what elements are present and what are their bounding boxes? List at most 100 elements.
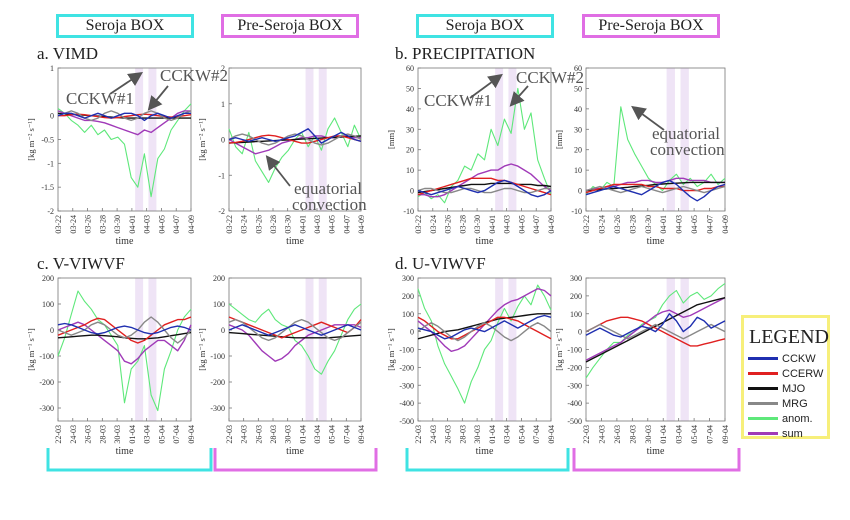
shade-band [666,278,675,421]
x-tick-label: 04-07 [706,215,715,234]
y-axis-label: [kg m⁻¹ s⁻¹] [554,328,564,371]
annotation-arrow [109,72,143,95]
y-tick-label: 10 [574,166,582,175]
series-line-anom [417,87,552,204]
x-axis-label: time [286,236,304,247]
x-axis-label: time [476,446,494,457]
x-tick-label: 03-22 [582,215,591,234]
y-tick-label: -300 [399,381,414,390]
y-tick-label: 50 [574,84,582,93]
shade-band [508,278,517,421]
x-tick-label: 03-04 [675,425,684,444]
x-tick-label: 30-03 [113,425,122,444]
shade-band [680,278,689,421]
x-tick-label: 28-03 [269,425,278,444]
annotation-b-convection: convection [650,140,725,159]
x-tick-label: 03-26 [444,215,453,234]
y-tick-label: 0 [221,136,225,145]
axes-frame [228,277,362,422]
legend-item: CCKW [744,351,827,366]
x-tick-label: 04-05 [157,215,166,234]
x-tick-label: 03-24 [240,215,249,234]
chart-a-preseroja: 2 1 0 -1 -203-22 03-24 03-26 03-28 03-30 04-01 04-… [197,64,366,247]
x-tick-label: 03-22 [414,215,423,234]
series-line-CCERW [228,134,362,144]
shade-band [148,68,157,211]
x-tick-label: 30-03 [644,425,653,444]
series-line-CCKW [57,112,191,122]
series-line-MRG [585,185,726,194]
x-tick-label: 04-07 [342,215,351,234]
shade-band [508,68,517,211]
series-line-CCKW [585,179,726,202]
y-tick-label: -300 [39,404,54,413]
y-tick-label: 200 [570,292,582,301]
shade-band [148,278,157,421]
x-tick-label: 07-04 [342,425,351,444]
x-tick-label: 24-03 [69,425,78,444]
x-tick-label: 05-04 [517,425,526,444]
series-line-MRG [57,316,192,344]
x-tick-label: 09-04 [187,425,196,444]
x-tick-label: 03-28 [628,215,637,234]
series-line-sum [585,297,726,361]
x-axis-label: time [286,446,304,457]
shade-band [305,278,314,421]
x-tick-label: 07-04 [532,425,541,444]
y-tick-label: -500 [399,417,414,426]
series-line-sum [418,163,552,198]
legend-item: anom. [744,411,827,426]
legend-swatch [748,357,778,360]
y-tick-label: 2 [221,64,225,73]
y-tick-label: -200 [39,378,54,387]
annotation-arrow [631,105,665,131]
x-tick-label: 07-04 [172,425,181,444]
x-tick-label: 07-04 [706,425,715,444]
x-tick-label: 03-22 [54,215,63,234]
x-tick-label: 04-01 [659,215,668,234]
axes-frame [57,277,192,422]
y-tick-label: -2 [218,207,225,216]
legend-label: sum [782,427,803,440]
x-tick-label: 24-03 [240,425,249,444]
y-tick-label: 60 [406,64,414,73]
y-tick-label: -200 [399,363,414,372]
x-tick-label: 03-30 [644,215,653,234]
legend-swatch [748,372,778,375]
x-tick-label: 26-03 [254,425,263,444]
x-tick-label: 03-30 [284,215,293,234]
y-tick-label: 0 [410,187,414,196]
x-tick-label: 04-07 [532,215,541,234]
x-tick-label: 04-09 [357,215,366,234]
x-axis-label: time [647,236,665,247]
x-tick-label: 03-28 [269,215,278,234]
y-tick-label: 0 [410,328,414,337]
y-tick-label: -1 [218,171,225,180]
x-tick-label: 09-04 [547,425,556,444]
annotation-b-equatorial: equatorial [652,124,720,143]
y-axis-label: [kg m⁻¹ s⁻¹] [197,328,207,371]
y-tick-label: 300 [402,274,414,283]
x-tick-label: 30-03 [473,425,482,444]
x-tick-label: 03-24 [597,215,606,234]
series-line-MRG [228,318,362,342]
x-tick-label: 05-04 [328,425,337,444]
series-line-CCERW [585,316,726,347]
y-tick-label: -100 [567,346,582,355]
y-tick-label: 0 [50,326,54,335]
y-tick-label: -200 [567,363,582,372]
y-tick-label: 10 [406,166,414,175]
x-tick-label: 28-03 [98,425,107,444]
x-tick-label: 04-03 [143,215,152,234]
x-tick-label: 04-05 [517,215,526,234]
y-tick-label: -300 [567,381,582,390]
x-tick-label: 04-01 [488,215,497,234]
series-line-MRG [585,323,726,340]
x-tick-label: 04-03 [313,215,322,234]
x-tick-label: 01-04 [298,425,307,444]
y-axis-label: [kg m⁻² s⁻¹] [197,118,207,161]
series-line-CCKW [585,313,726,338]
x-tick-label: 24-03 [429,425,438,444]
series-line-sum [417,288,552,352]
y-tick-label: -100 [39,352,54,361]
